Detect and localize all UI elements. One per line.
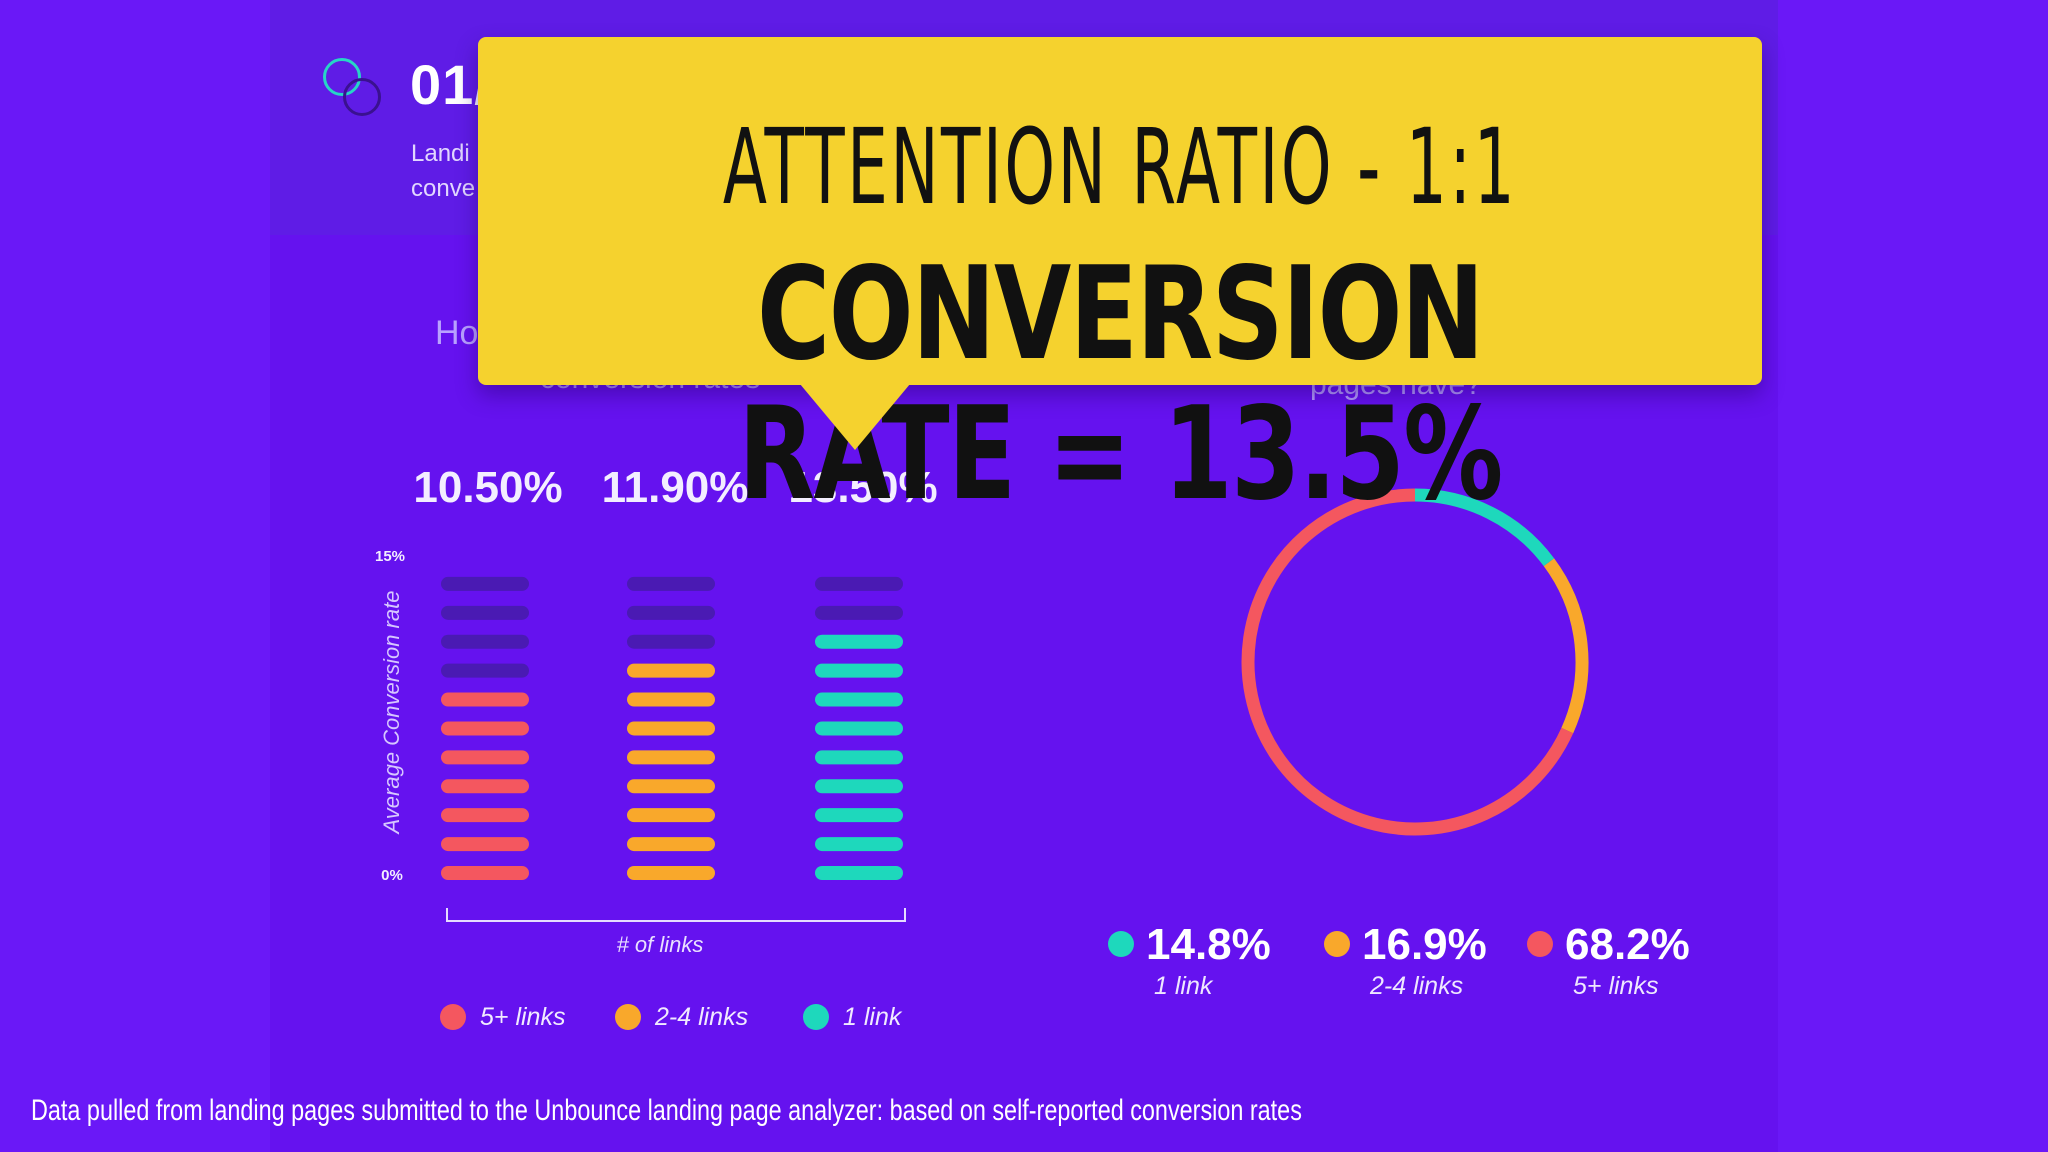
bar-segment	[815, 808, 903, 823]
bar-segment	[441, 663, 529, 678]
legend-dot-icon	[440, 1004, 466, 1030]
x-axis-label: # of links	[617, 932, 704, 957]
callout-conversion-rate: CONVERSION RATE = 13.5%	[738, 240, 1503, 529]
section-subtitle-line-2: conve	[411, 175, 476, 202]
logo-ring-icon	[343, 78, 381, 116]
y-axis-label: Average Conversion rate	[379, 591, 404, 836]
bar-segment	[627, 866, 715, 880]
bar-segment	[815, 634, 903, 649]
slice-label: 5+ links	[1573, 972, 1659, 1000]
donut-slice	[1543, 558, 1589, 734]
bar-segment	[627, 605, 715, 620]
legend-dot-icon	[1108, 931, 1134, 957]
bar-segment	[815, 605, 903, 620]
bar-value-label: 13.50%	[788, 463, 937, 512]
bar-segment	[627, 721, 715, 736]
slice-value-label: 16.9%	[1362, 920, 1487, 969]
bar-segment	[627, 634, 715, 649]
bar-segment	[815, 837, 903, 852]
legend-dot-icon	[803, 1004, 829, 1030]
bar-segment	[441, 721, 529, 736]
bar-segment	[627, 750, 715, 765]
y-tick-label: 15%	[375, 548, 405, 565]
legend-dot-icon	[1527, 931, 1553, 957]
bar-segment	[815, 750, 903, 765]
bar-segment	[815, 721, 903, 736]
legend-item-1: 1 link	[803, 1003, 901, 1032]
section-subtitle: Landi conve	[411, 136, 475, 206]
slice-value-label: 68.2%	[1565, 920, 1690, 969]
donut-slice	[1241, 488, 1574, 836]
bar-segment	[627, 692, 715, 707]
bar-segment	[441, 808, 529, 823]
bar-segment	[815, 576, 903, 591]
bar-segment	[627, 779, 715, 794]
bar-segment	[627, 663, 715, 678]
bar-segment	[441, 576, 529, 591]
bar-segment	[441, 837, 529, 852]
legend-item-5plus: 5+ links	[440, 1003, 565, 1032]
bar-segment	[815, 663, 903, 678]
slice-value-label: 14.8%	[1146, 920, 1271, 969]
logo-ring-icon	[323, 58, 361, 96]
x-axis-bracket	[446, 908, 906, 922]
bar-segment	[441, 750, 529, 765]
slice-label: 1 link	[1154, 972, 1213, 1000]
bar-segment	[441, 692, 529, 707]
donut-slice	[1414, 488, 1555, 567]
slice-label: 2-4 links	[1370, 972, 1464, 1000]
legend-label: 1 link	[843, 1003, 902, 1031]
bar-segment	[441, 634, 529, 649]
bar-value-label: 11.90%	[602, 463, 749, 512]
legend-item-2-4: 2-4 links	[615, 1003, 748, 1032]
y-tick-label: 0%	[381, 867, 403, 884]
bar-segment	[441, 779, 529, 794]
bar-segment	[815, 779, 903, 794]
bar-segment	[815, 866, 903, 880]
legend-dot-icon	[615, 1004, 641, 1030]
legend-label: 2-4 links	[655, 1003, 749, 1031]
legend-label: 5+ links	[480, 1003, 566, 1031]
donut-legend-1-link: 14.8% 1 link	[1108, 920, 1271, 1001]
section-subtitle-line-1: Landi	[411, 140, 470, 167]
bar-segment	[815, 692, 903, 707]
section-number: 01/	[410, 53, 491, 116]
callout-title: ATTENTION RATIO - 1:1	[722, 106, 1518, 228]
bar-value-label: 10.50%	[413, 463, 562, 512]
bar-segment	[627, 576, 715, 591]
bar-segment	[627, 808, 715, 823]
left-question-fragment: Ho	[435, 314, 479, 352]
donut-legend-5plus-links: 68.2% 5+ links	[1527, 920, 1690, 1001]
legend-dot-icon	[1324, 931, 1350, 957]
callout-pointer	[800, 384, 910, 450]
bar-segment	[441, 605, 529, 620]
link-count-donut-chart	[1241, 488, 1589, 836]
donut-legend-2-4-links: 16.9% 2-4 links	[1324, 920, 1487, 1001]
data-source-footnote: Data pulled from landing pages submitted…	[31, 1094, 1302, 1127]
bar-segment	[627, 837, 715, 852]
attention-ratio-callout: ATTENTION RATIO - 1:1 CONVERSION RATE = …	[478, 37, 1762, 525]
bar-segment	[441, 866, 529, 880]
